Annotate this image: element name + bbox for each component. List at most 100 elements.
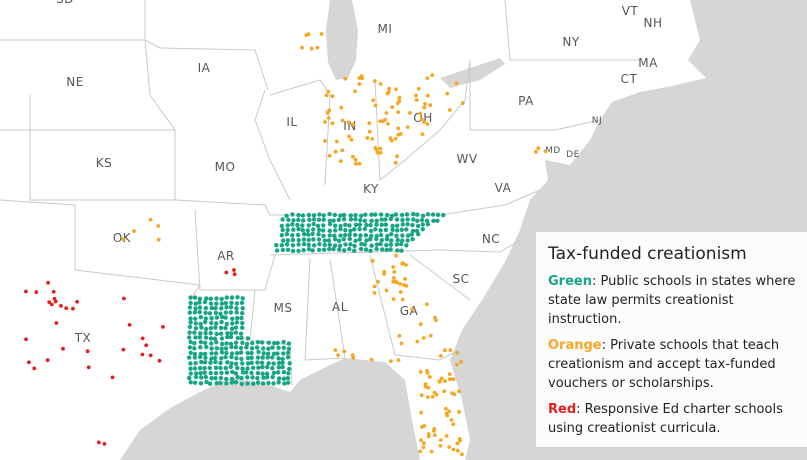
- school-dot: [342, 248, 347, 253]
- school-dot: [429, 449, 434, 454]
- school-dot: [261, 346, 266, 351]
- school-dot: [209, 356, 214, 361]
- school-dot: [240, 340, 245, 345]
- school-dot: [230, 326, 235, 331]
- school-dot: [265, 375, 270, 380]
- school-dot: [223, 315, 228, 320]
- school-dot: [240, 296, 245, 301]
- border: [0, 39, 269, 91]
- school-dot: [199, 359, 204, 365]
- school-dot: [193, 306, 198, 311]
- border: [374, 59, 471, 182]
- school-dot: [352, 248, 357, 253]
- legend-item: Red: Responsive Ed charter schools using…: [548, 400, 796, 438]
- border: [0, 0, 176, 131]
- school-dot: [394, 217, 400, 222]
- school-dot: [218, 380, 223, 386]
- school-dot: [287, 366, 292, 372]
- state-label: NH: [644, 16, 663, 30]
- school-dot: [218, 311, 223, 316]
- school-dot: [235, 335, 240, 341]
- school-dot: [426, 432, 431, 436]
- state-label: MS: [274, 301, 293, 315]
- school-dot: [197, 300, 202, 305]
- school-dot: [447, 409, 451, 414]
- school-dot: [230, 321, 235, 326]
- school-dot: [394, 228, 400, 233]
- school-dot: [343, 228, 348, 233]
- school-dot: [223, 365, 228, 371]
- border: [409, 254, 471, 301]
- school-dot: [315, 223, 321, 228]
- school-dot: [261, 351, 266, 356]
- school-dot: [202, 370, 207, 375]
- school-dot: [302, 232, 307, 237]
- school-dot: [306, 32, 311, 37]
- school-dot: [351, 154, 355, 159]
- school-dot: [357, 161, 362, 166]
- school-dot: [228, 310, 233, 315]
- school-dot: [358, 233, 363, 238]
- school-dot: [338, 223, 343, 229]
- school-dot: [414, 228, 420, 234]
- school-dot: [351, 355, 356, 360]
- school-dot: [422, 424, 427, 428]
- state-label: NJ: [592, 116, 602, 126]
- school-dot: [229, 380, 235, 385]
- school-dot: [420, 132, 425, 137]
- school-dot: [235, 351, 240, 356]
- school-dot: [336, 217, 341, 222]
- school-dot: [244, 370, 249, 375]
- school-dot: [224, 381, 229, 386]
- school-dot: [121, 347, 126, 352]
- school-dot: [199, 375, 204, 380]
- school-dot: [327, 153, 332, 158]
- legend-text: : Public schools in states where state l…: [548, 274, 796, 327]
- school-dot: [362, 226, 367, 232]
- school-dot: [388, 216, 393, 222]
- school-dot: [331, 218, 336, 223]
- legend-key: Red: [548, 402, 577, 417]
- school-dot: [290, 248, 296, 254]
- school-dot: [400, 217, 405, 223]
- state-label: MI: [378, 22, 393, 36]
- school-dot: [347, 232, 352, 237]
- school-dot: [276, 356, 281, 361]
- school-dot: [379, 238, 384, 243]
- school-dot: [451, 422, 456, 427]
- school-dot: [213, 365, 219, 370]
- school-dot: [337, 243, 343, 248]
- school-dot: [286, 217, 291, 223]
- school-dot: [301, 237, 307, 242]
- border: [504, 0, 640, 61]
- school-dot: [410, 228, 416, 234]
- school-dot: [311, 213, 317, 218]
- school-dot: [399, 248, 404, 253]
- school-dot: [363, 233, 369, 238]
- school-dot: [132, 229, 136, 234]
- school-dot: [284, 242, 290, 247]
- school-dot: [187, 305, 193, 310]
- school-dot: [327, 228, 332, 233]
- school-dot: [394, 87, 398, 92]
- school-dot: [399, 227, 404, 232]
- school-dot: [326, 116, 331, 120]
- school-dot: [441, 212, 446, 218]
- school-dot: [144, 343, 149, 348]
- school-dot: [193, 335, 198, 340]
- school-dot: [387, 86, 392, 91]
- school-dot: [208, 370, 213, 376]
- school-dot: [316, 247, 322, 253]
- school-dot: [265, 355, 270, 360]
- school-dot: [255, 355, 261, 360]
- school-dot: [343, 242, 348, 247]
- school-dot: [245, 375, 250, 380]
- school-dot: [224, 305, 229, 310]
- school-dot: [218, 325, 224, 331]
- state-label: MA: [638, 56, 658, 70]
- school-dot: [384, 242, 389, 248]
- school-dot: [281, 370, 287, 375]
- school-dot: [265, 351, 271, 356]
- school-dot: [228, 334, 234, 340]
- school-dot: [285, 355, 291, 360]
